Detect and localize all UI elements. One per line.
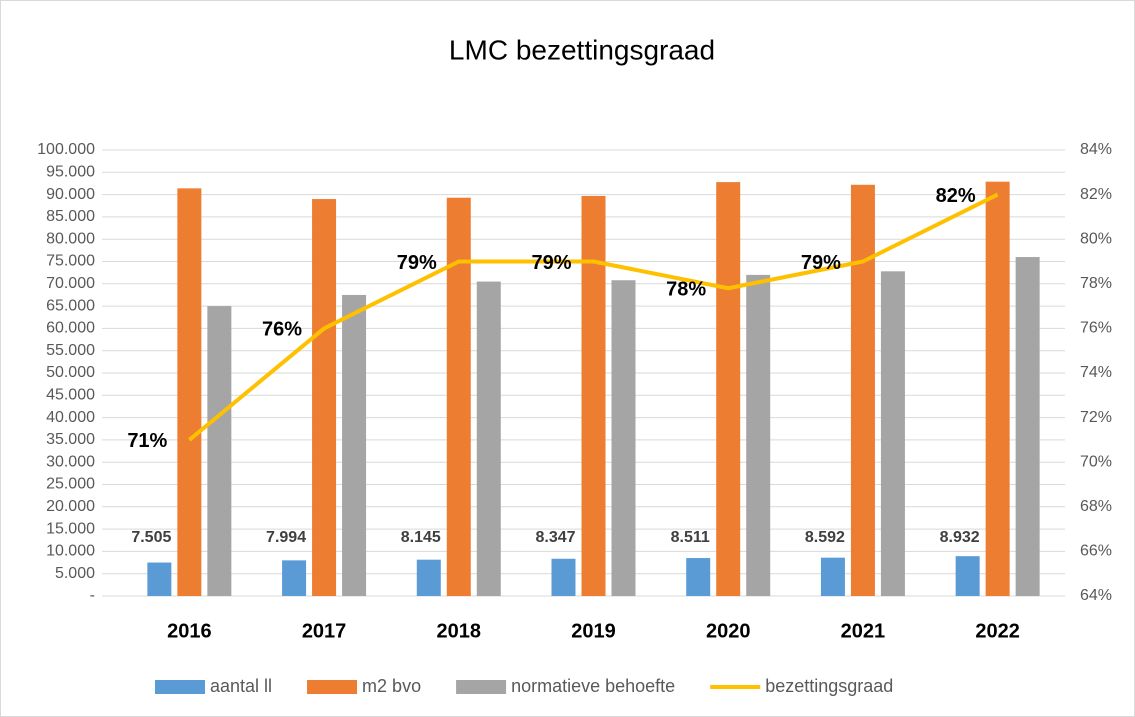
line-label: 71% xyxy=(127,430,167,452)
y2-tick-label: 80% xyxy=(1080,230,1112,247)
y-tick-label: 60.000 xyxy=(46,320,95,337)
line-label: 79% xyxy=(397,252,437,274)
legend-label: aantal ll xyxy=(210,676,272,696)
y-tick-label: 30.000 xyxy=(46,453,95,470)
y-tick-label: 25.000 xyxy=(46,476,95,493)
y-tick-label: 35.000 xyxy=(46,431,95,448)
bar-label: 8.511 xyxy=(671,529,710,546)
y2-tick-label: 70% xyxy=(1080,453,1112,470)
y2-tick-label: 72% xyxy=(1080,409,1112,426)
y-tick-label: 10.000 xyxy=(46,543,95,560)
y-tick-label: 55.000 xyxy=(46,342,95,359)
bar xyxy=(551,558,576,596)
bar-label: 7.994 xyxy=(266,529,306,546)
x-tick-label: 2022 xyxy=(975,620,1020,642)
bar xyxy=(147,562,172,596)
line-label: 79% xyxy=(531,252,571,274)
y-tick-label: 50.000 xyxy=(46,364,95,381)
y2-tick-label: 76% xyxy=(1080,320,1112,337)
x-tick-label: 2017 xyxy=(302,620,347,642)
bar xyxy=(716,182,741,596)
line-label: 78% xyxy=(666,279,706,301)
y-tick-label: 15.000 xyxy=(46,520,95,537)
bar xyxy=(207,306,232,596)
y2-tick-label: 78% xyxy=(1080,275,1112,292)
bar xyxy=(476,281,501,596)
bar xyxy=(446,197,471,597)
line-label: 79% xyxy=(801,252,841,274)
line-label: 76% xyxy=(262,319,302,341)
y-tick-label: 100.000 xyxy=(37,141,95,158)
legend-swatch xyxy=(307,680,358,694)
bar-label: 7.505 xyxy=(131,529,171,546)
legend-label: normatieve behoefte xyxy=(511,676,675,696)
line-label: 82% xyxy=(936,185,976,207)
bar xyxy=(282,560,307,596)
y2-tick-label: 74% xyxy=(1080,364,1112,381)
y2-tick-label: 84% xyxy=(1080,141,1112,158)
bar xyxy=(880,271,905,596)
bar xyxy=(611,280,636,596)
y2-tick-label: 64% xyxy=(1080,587,1112,604)
bar-label: 8.145 xyxy=(401,529,441,546)
y-tick-label: 5.000 xyxy=(55,565,95,582)
x-tick-label: 2016 xyxy=(167,620,212,642)
bar-label: 8.932 xyxy=(940,529,980,546)
y-tick-label: 65.000 xyxy=(46,297,95,314)
y-tick-label: 75.000 xyxy=(46,253,95,270)
chart-title: LMC bezettingsgraad xyxy=(449,34,715,65)
legend-label: bezettingsgraad xyxy=(765,676,893,696)
line xyxy=(188,192,999,442)
legend-swatch xyxy=(456,680,507,694)
bar xyxy=(416,559,441,596)
y-tick-label: 90.000 xyxy=(46,186,95,203)
legend-swatch xyxy=(155,680,205,694)
bar xyxy=(581,195,606,597)
bar xyxy=(1015,257,1040,596)
x-tick-label: 2018 xyxy=(437,620,482,642)
y-tick-label: 40.000 xyxy=(46,409,95,426)
y-tick-label: 70.000 xyxy=(46,275,95,292)
bar xyxy=(850,184,875,596)
y2-tick-label: 66% xyxy=(1080,543,1112,560)
bar xyxy=(312,199,337,596)
x-tick-label: 2019 xyxy=(571,620,616,642)
y-tick-label: 80.000 xyxy=(46,230,95,247)
y-tick-label: 45.000 xyxy=(46,387,95,404)
y-tick-label: - xyxy=(90,587,95,604)
y2-tick-label: 82% xyxy=(1080,186,1112,203)
bar xyxy=(342,294,367,596)
bar xyxy=(746,274,771,596)
y-tick-label: 85.000 xyxy=(46,208,95,225)
y-tick-label: 20.000 xyxy=(46,498,95,515)
y2-tick-label: 68% xyxy=(1080,498,1112,515)
bar xyxy=(955,556,980,596)
bar xyxy=(177,188,202,596)
legend-label: m2 bvo xyxy=(362,676,421,696)
y-tick-label: 95.000 xyxy=(46,164,95,181)
bar xyxy=(985,181,1010,596)
bar-label: 8.592 xyxy=(805,529,845,546)
x-tick-label: 2021 xyxy=(841,620,886,642)
bar xyxy=(686,558,711,596)
bar xyxy=(820,557,845,596)
bar-label: 8.347 xyxy=(535,529,575,546)
x-tick-label: 2020 xyxy=(706,620,751,642)
